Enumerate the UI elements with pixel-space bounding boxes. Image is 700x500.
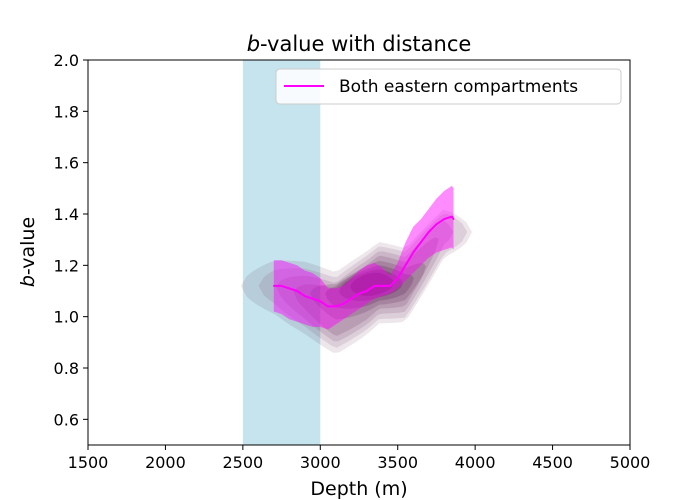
x-tick-label: 5000 bbox=[610, 453, 651, 472]
legend-entry-label: Both eastern compartments bbox=[339, 77, 578, 97]
plot-frame bbox=[87, 59, 631, 446]
x-tick-label: 2500 bbox=[222, 453, 263, 472]
y-tick-label: 1.8 bbox=[54, 102, 79, 121]
x-axis-label: Depth (m) bbox=[310, 478, 407, 500]
series-point bbox=[435, 223, 438, 226]
x-tick-label: 3500 bbox=[377, 453, 418, 472]
x-tick-label: 3000 bbox=[300, 453, 341, 472]
series-point bbox=[327, 305, 329, 308]
y-axis-label-rest: -value bbox=[17, 217, 39, 275]
density-contour-level-4 bbox=[293, 237, 440, 336]
y-tick-label: 0.8 bbox=[54, 359, 79, 378]
density-contour-level-6 bbox=[325, 265, 414, 309]
series-point bbox=[389, 285, 391, 287]
series-point bbox=[381, 285, 384, 287]
series-point bbox=[296, 290, 298, 292]
series-point bbox=[288, 287, 291, 290]
legend-box bbox=[275, 68, 622, 105]
confidence-band bbox=[273, 185, 454, 330]
density-contour-level-8 bbox=[350, 272, 394, 297]
series-point bbox=[303, 295, 306, 297]
y-tick-label: 2.0 bbox=[54, 51, 79, 70]
y-tick-label: 1.2 bbox=[54, 256, 79, 275]
series-point bbox=[443, 218, 446, 221]
x-tick-label: 2000 bbox=[145, 453, 186, 472]
series-point bbox=[311, 297, 314, 300]
plot-area-background bbox=[88, 60, 630, 445]
series-point bbox=[404, 264, 407, 267]
series-point bbox=[451, 215, 453, 218]
series-point bbox=[342, 302, 345, 305]
x-tick-label: 4500 bbox=[532, 453, 573, 472]
y-axis-label-italic: b bbox=[17, 275, 39, 287]
series-point bbox=[396, 277, 399, 280]
y-tick-label: 0.6 bbox=[54, 410, 79, 429]
series-point bbox=[350, 297, 353, 300]
x-tick-label: 1500 bbox=[68, 453, 109, 472]
series-point bbox=[373, 285, 376, 287]
series-point bbox=[452, 218, 455, 221]
chart-title-rest: -value with distance bbox=[260, 32, 471, 56]
series-point bbox=[427, 231, 430, 233]
density-contour-level-3 bbox=[276, 221, 454, 342]
chart-title-italic: b bbox=[247, 32, 260, 56]
density-contour-level-2 bbox=[258, 213, 468, 348]
series-point bbox=[272, 285, 275, 287]
density-contour-level-1 bbox=[240, 209, 472, 353]
series-point bbox=[412, 251, 415, 254]
density-contour-level-7 bbox=[339, 269, 403, 301]
y-tick-label: 1.4 bbox=[54, 205, 79, 224]
series-point bbox=[365, 290, 368, 292]
y-tick-label: 1.6 bbox=[54, 154, 79, 173]
series-point bbox=[319, 300, 322, 303]
y-tick-label: 1.0 bbox=[54, 308, 79, 327]
series-point bbox=[334, 305, 337, 308]
legend: Both eastern compartments bbox=[275, 68, 622, 105]
series-point bbox=[420, 241, 422, 244]
y-axis-label: b-value bbox=[17, 217, 39, 287]
x-tick-label: 4000 bbox=[455, 453, 496, 472]
series-point bbox=[280, 285, 283, 287]
series-point bbox=[358, 292, 360, 295]
chart-title: b-value with distance bbox=[247, 32, 472, 56]
shaded-depth-band bbox=[242, 60, 321, 445]
